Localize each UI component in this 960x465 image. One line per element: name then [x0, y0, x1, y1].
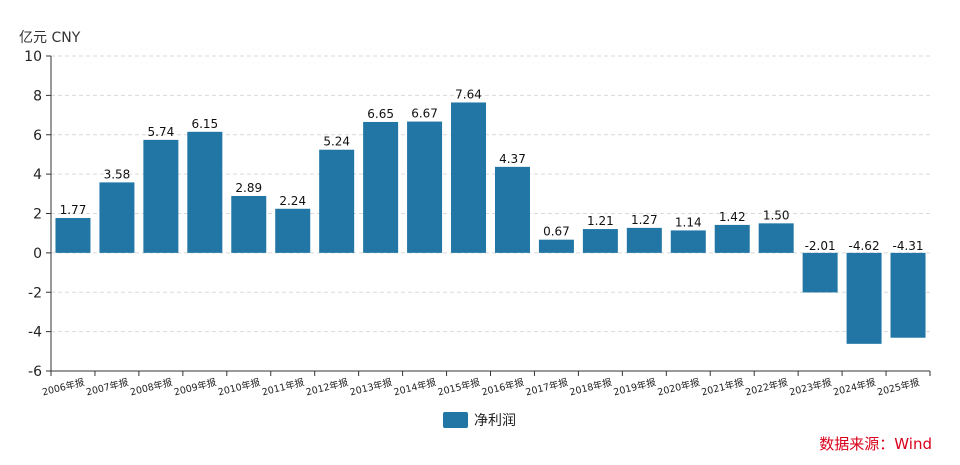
x-tick-label: 2006年报 — [41, 376, 86, 398]
x-tick-label: 2024年报 — [832, 376, 877, 398]
x-tick-label: 2009年报 — [173, 376, 218, 398]
data-source-note: 数据来源：Wind — [819, 435, 932, 453]
data-label: 1.21 — [587, 214, 614, 228]
x-tick-label: 2021年报 — [700, 376, 745, 398]
x-tick-label: 2023年报 — [788, 376, 833, 398]
data-label: 6.15 — [191, 117, 218, 131]
y-axis-unit-label: 亿元 CNY — [19, 30, 81, 46]
net-profit-bar-chart: -6 -4 -2 0 2 4 6 8 10 1.77 2006年报 3.58 2007年报 5.74 200… — [24, 49, 931, 398]
data-label: -4.31 — [892, 239, 923, 253]
x-tick-label: 2014年报 — [392, 376, 437, 398]
bar-2017年报 — [538, 239, 574, 253]
bar-2020年报 — [670, 230, 706, 253]
y-tick-label: 10 — [24, 49, 42, 65]
y-tick-label: -4 — [28, 325, 42, 341]
chart-legend[interactable]: 净利润 — [443, 410, 516, 430]
bar-2013年报 — [363, 121, 399, 253]
x-tick-label: 2020年报 — [656, 376, 701, 398]
data-label: -4.62 — [849, 239, 880, 253]
legend-label-net-profit: 净利润 — [474, 413, 516, 429]
y-tick-label: 4 — [33, 167, 42, 183]
x-tick-label: 2011年报 — [261, 376, 306, 398]
data-label: 5.24 — [323, 135, 350, 149]
x-tick-label: 2007年报 — [85, 376, 130, 398]
y-tick-label: 8 — [33, 88, 42, 104]
bar-2008年报 — [143, 139, 179, 253]
x-tick-label: 2025年报 — [876, 376, 921, 398]
x-tick-label: 2018年报 — [568, 376, 613, 398]
data-label: 5.74 — [148, 125, 175, 139]
bar-2014年报 — [407, 121, 443, 253]
x-tick-label: 2013年报 — [349, 376, 394, 398]
y-tick-label: 0 — [33, 246, 42, 262]
bar-2021年报 — [714, 224, 750, 253]
bar-2023年报 — [802, 252, 838, 293]
x-tick-label: 2015年报 — [436, 376, 481, 398]
x-tick-label: 2019年报 — [612, 376, 657, 398]
x-tick-label: 2017年报 — [524, 376, 569, 398]
data-label: -2.01 — [805, 239, 836, 253]
data-label: 6.65 — [367, 107, 394, 121]
bar-2015年报 — [451, 102, 487, 253]
y-tick-label: 2 — [33, 207, 42, 223]
bar-2022年报 — [758, 223, 794, 253]
legend-swatch — [443, 412, 468, 428]
bar-2016年报 — [494, 166, 530, 253]
data-label: 7.64 — [455, 87, 482, 101]
data-label: 1.42 — [719, 210, 746, 224]
y-tick-label: 6 — [33, 128, 42, 144]
data-label: 1.50 — [763, 208, 790, 222]
data-label: 2.89 — [235, 181, 262, 195]
bar-2009年报 — [187, 131, 223, 253]
data-label: 1.14 — [675, 215, 702, 229]
data-label: 0.67 — [543, 225, 570, 239]
data-label: 1.27 — [631, 213, 658, 227]
y-tick-label: -6 — [28, 364, 42, 380]
bar-2012年报 — [319, 149, 355, 253]
bar-2025年报 — [890, 252, 926, 338]
y-tick-label: -2 — [28, 285, 42, 301]
x-tick-label: 2016年报 — [480, 376, 525, 398]
data-label: 3.58 — [104, 167, 131, 181]
x-tick-label: 2012年报 — [305, 376, 350, 398]
data-label: 2.24 — [279, 194, 306, 208]
bar-2018年报 — [582, 229, 618, 253]
bar-2019年报 — [626, 227, 662, 253]
data-label: 6.67 — [411, 107, 438, 121]
x-tick-label: 2010年报 — [217, 376, 262, 398]
bar-2011年报 — [275, 208, 311, 253]
data-label: 1.77 — [60, 203, 87, 217]
data-label: 4.37 — [499, 152, 526, 166]
bar-2024年报 — [846, 252, 882, 344]
bar-2010年报 — [231, 195, 267, 253]
bar-2007年报 — [99, 182, 135, 253]
bar-2006年报 — [55, 218, 91, 253]
x-tick-label: 2008年报 — [129, 376, 174, 398]
x-tick-label: 2022年报 — [744, 376, 789, 398]
